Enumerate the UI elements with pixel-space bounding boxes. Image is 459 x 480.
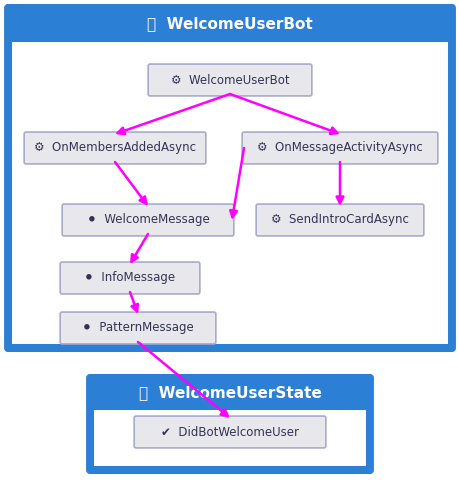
FancyBboxPatch shape [24,132,205,164]
FancyBboxPatch shape [256,204,423,236]
Text: 📦  WelcomeUserBot: 📦 WelcomeUserBot [147,16,312,32]
FancyBboxPatch shape [134,416,325,448]
Text: ✔  DidBotWelcomeUser: ✔ DidBotWelcomeUser [161,425,298,439]
Text: ⚙  WelcomeUserBot: ⚙ WelcomeUserBot [170,73,289,86]
FancyBboxPatch shape [60,312,215,344]
Text: ⚫  WelcomeMessage: ⚫ WelcomeMessage [86,214,209,227]
FancyBboxPatch shape [241,132,437,164]
FancyBboxPatch shape [88,376,371,472]
FancyBboxPatch shape [148,64,311,96]
FancyBboxPatch shape [12,42,447,344]
FancyBboxPatch shape [6,6,453,350]
Text: ⚫  InfoMessage: ⚫ InfoMessage [84,272,175,285]
FancyBboxPatch shape [60,262,199,294]
Text: ⚫  PatternMessage: ⚫ PatternMessage [82,322,193,335]
Text: ⚙  OnMembersAddedAsync: ⚙ OnMembersAddedAsync [34,142,196,155]
Text: 📦  WelcomeUserState: 📦 WelcomeUserState [138,385,321,400]
Text: ⚙  SendIntroCardAsync: ⚙ SendIntroCardAsync [270,214,408,227]
Text: ⚙  OnMessageActivityAsync: ⚙ OnMessageActivityAsync [257,142,422,155]
FancyBboxPatch shape [62,204,233,236]
FancyBboxPatch shape [94,410,365,466]
